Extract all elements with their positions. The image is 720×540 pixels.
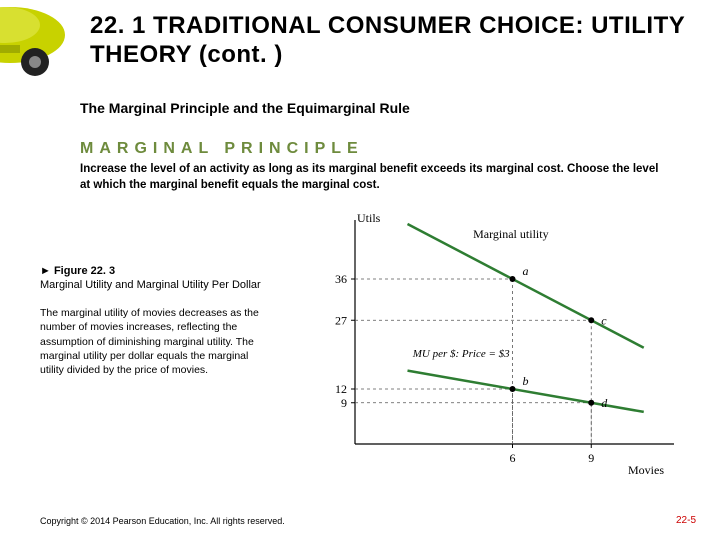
principle-body: Increase the level of an activity as lon… bbox=[80, 162, 670, 193]
svg-text:36: 36 bbox=[335, 272, 347, 286]
svg-text:6: 6 bbox=[510, 451, 516, 465]
svg-text:27: 27 bbox=[335, 313, 347, 327]
svg-text:b: b bbox=[523, 374, 529, 388]
arrow-icon: ► bbox=[40, 265, 51, 277]
principle-heading: MARGINAL PRINCIPLE bbox=[80, 140, 364, 158]
svg-text:c: c bbox=[601, 313, 607, 327]
svg-text:MU per $: Price = $3: MU per $: Price = $3 bbox=[412, 348, 510, 360]
figure-heading: ► Figure 22. 3 bbox=[40, 265, 270, 277]
svg-text:a: a bbox=[523, 264, 529, 278]
page-title: 22. 1 TRADITIONAL CONSUMER CHOICE: UTILI… bbox=[90, 12, 690, 70]
svg-text:12: 12 bbox=[335, 382, 347, 396]
title-text: 22. 1 TRADITIONAL CONSUMER CHOICE: UTILI… bbox=[90, 12, 690, 70]
marginal-utility-chart: 912273669UtilsMoviesMarginal utilityMU p… bbox=[300, 210, 690, 480]
figure-subtitle: Marginal Utility and Marginal Utility Pe… bbox=[40, 278, 270, 292]
svg-text:d: d bbox=[601, 396, 608, 410]
decorative-car-image bbox=[0, 0, 70, 90]
figure-description: The marginal utility of movies decreases… bbox=[40, 306, 270, 377]
svg-text:Marginal utility: Marginal utility bbox=[473, 227, 548, 241]
svg-text:9: 9 bbox=[588, 451, 594, 465]
page-subtitle: The Marginal Principle and the Equimargi… bbox=[80, 100, 410, 116]
svg-text:9: 9 bbox=[341, 396, 347, 410]
figure-number: Figure 22. 3 bbox=[54, 265, 115, 277]
copyright-text: Copyright © 2014 Pearson Education, Inc.… bbox=[40, 516, 285, 526]
figure-caption: ► Figure 22. 3 Marginal Utility and Marg… bbox=[40, 265, 270, 377]
page-number: 22-5 bbox=[676, 515, 696, 526]
svg-text:Utils: Utils bbox=[357, 211, 381, 225]
svg-text:Movies: Movies bbox=[628, 463, 664, 477]
